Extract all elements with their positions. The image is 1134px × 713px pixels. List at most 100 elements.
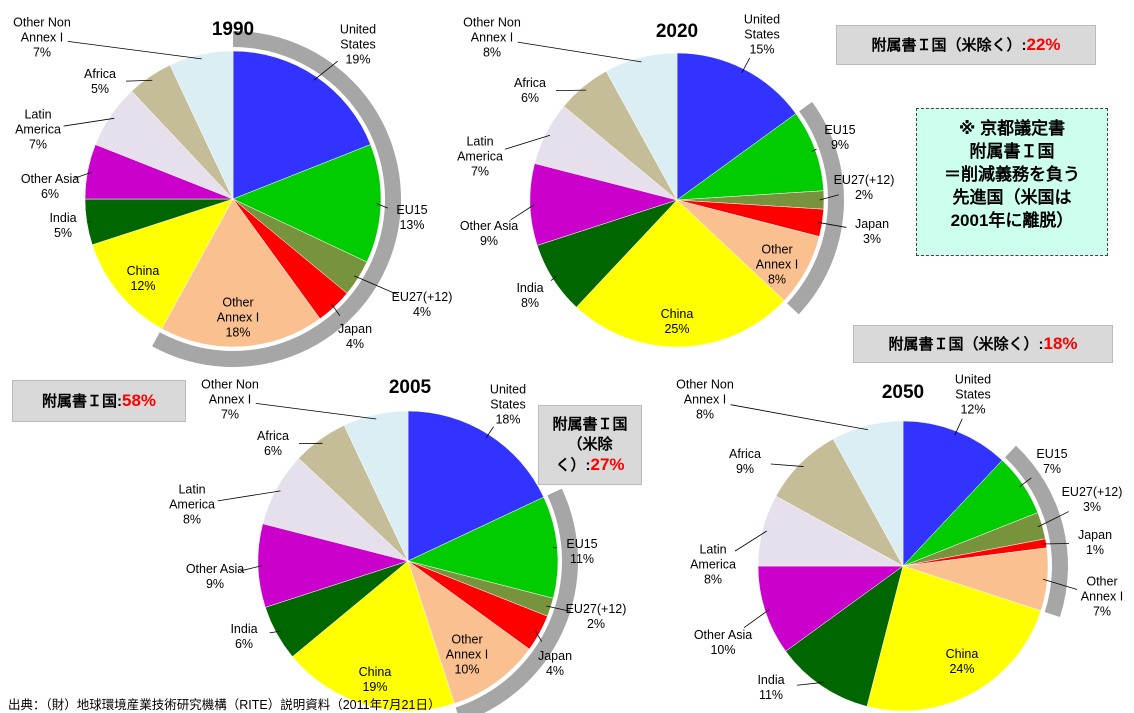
leader-line [734,530,767,552]
value-label: 8% [695,407,715,422]
pie-slice [576,199,785,348]
slice-label: Japan 4% [322,322,388,352]
category-label: India [49,211,77,225]
slice-label: Other Asia 9% [182,562,248,592]
leader-line [954,418,963,436]
value-label: 12% [130,279,156,293]
slice-label: Japan 3% [839,217,905,247]
value-label: 4% [412,305,432,319]
value-label: 6% [520,91,540,105]
slice-label: EU15 11% [549,537,615,567]
slice-label: EU15 9% [807,123,873,153]
annotation-box: 附属書Ｉ国（米除く）:22% [836,25,1096,65]
slice-label: EU27(+12) 2% [831,173,897,203]
value-label: 19% [345,52,371,67]
slice-label: Other Annex I 8% [744,243,810,288]
leader-line [1041,543,1070,545]
slice-label: Latin America 8% [159,483,225,528]
pie-slice [866,565,1042,712]
note-box: ※ 京都議定書 附属書Ｉ国 ＝削減義務を負う 先進国（米国は 2001年に離脱） [916,108,1108,256]
category-label: Africa [257,429,289,443]
leader-line [743,609,770,629]
annotation-value: 18% [1043,333,1078,353]
slice-label: Japan 4% [522,649,588,679]
category-label: United States [339,22,377,52]
pie-slice [676,113,824,201]
value-label: 25% [664,322,690,336]
category-label: EU15 [566,537,598,551]
pie-slice [161,198,321,348]
pie-title: 1990 [211,19,255,40]
pie-slice [775,438,904,567]
slice-label: Other Non Annex I 7% [197,378,263,423]
slice-label: United States 12% [940,373,1006,418]
leader-line [770,463,804,467]
category-label: EU15 [824,123,856,137]
pie-slice [232,144,382,263]
slice-label: China 25% [644,307,710,337]
value-label: 6% [263,444,283,458]
category-label: Other Asia [459,219,519,233]
value-label: 18% [495,412,521,427]
annotation-text: 附属書Ｉ国:58% [42,391,156,412]
value-label: 8% [482,45,502,60]
leader-line [546,605,571,612]
leader-line [1037,511,1069,528]
leader-line [741,57,751,74]
annotation-box: 附属書Ｉ国（米除く）:18% [853,325,1113,363]
pie-slice [292,560,455,712]
category-label: India [516,281,544,295]
note-line: 附属書Ｉ国 [969,142,1055,161]
pie-title: 2005 [388,377,432,398]
slice-label: Africa 6% [497,76,563,106]
slice-label: Other Asia 10% [690,628,756,658]
category-label: United States [743,12,781,42]
annex-ring [455,488,579,713]
pie-slice [529,163,678,246]
category-label: EU27(+12) [833,173,895,187]
value-label: 9% [205,577,225,591]
value-label: 12% [960,402,986,417]
annotation-label: 附属書Ｉ国（米除く）: [888,335,1044,353]
slice-label: EU15 7% [1019,447,1085,477]
leader-line [255,402,377,420]
slice-label: Other Asia 9% [456,219,522,249]
category-label: EU27(+12) [1061,485,1123,499]
value-label: 15% [749,42,775,57]
value-label: 5% [53,226,73,240]
leader-line [1019,477,1032,488]
value-label: 8% [182,512,202,527]
value-label: 10% [710,643,736,657]
category-label: China [945,647,979,661]
value-label: 4% [545,664,565,678]
leader-line [240,565,263,572]
slice-label: India 11% [738,673,804,703]
leader-line [354,275,399,296]
category-label: China [358,665,392,679]
category-label: Africa [84,67,116,81]
slice-label: Other Non Annex I 8% [459,16,525,61]
category-label: Other Non Annex I [676,377,734,407]
pie-slice [407,496,559,599]
annex-ring [1004,445,1068,617]
category-label: Other Annex I [216,295,260,325]
category-label: Japan [1077,528,1113,542]
slice-label: Latin America 8% [680,543,746,588]
leader-line [517,41,642,63]
category-label: Other Asia [185,562,245,576]
pie-slice [232,50,371,200]
leader-line [217,490,281,502]
value-label: 9% [735,462,755,476]
annotation-value: 58% [121,390,157,410]
leader-line [819,194,840,201]
slice-label: EU27(+12) 3% [1059,485,1125,515]
value-label: 11% [569,552,595,566]
category-label: EU27(+12) [391,290,453,304]
leader-line [535,630,543,642]
category-label: Latin America [457,134,503,164]
category-label: Japan [854,217,890,231]
category-label: Other Asia [20,172,80,186]
pie-slice [257,523,409,608]
slice-label: Latin America 7% [5,108,71,153]
slice-label: Japan 1% [1062,528,1128,558]
